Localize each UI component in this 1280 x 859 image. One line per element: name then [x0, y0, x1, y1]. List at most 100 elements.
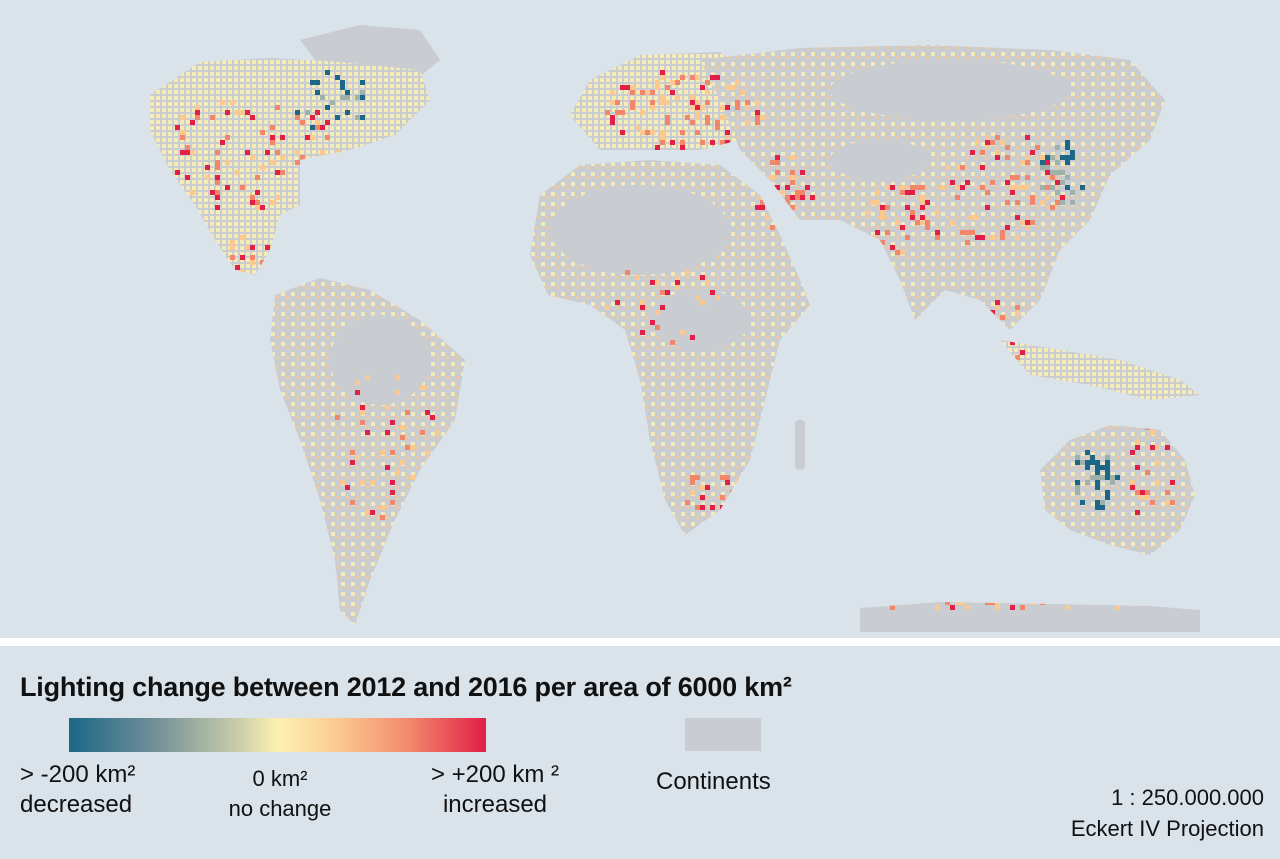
lighting-cell [360, 420, 365, 425]
lighting-cell [390, 490, 395, 495]
lighting-cell [1070, 150, 1075, 155]
lighting-cell [1095, 505, 1100, 510]
lighting-cell [985, 205, 990, 210]
lighting-cell [385, 465, 390, 470]
color-scale-bar [69, 718, 486, 752]
lighting-cell [775, 195, 780, 200]
scale-max-value: > +200 km ² [430, 761, 560, 788]
lighting-cell [1140, 495, 1145, 500]
world-map [150, 25, 1200, 632]
lighting-cell [640, 305, 645, 310]
lighting-cell [700, 85, 705, 90]
lighting-cell [900, 190, 905, 195]
lighting-cell [680, 75, 685, 80]
lighting-cell [915, 185, 920, 190]
lighting-cell [985, 190, 990, 195]
lighting-cell [790, 205, 795, 210]
lighting-cell [1035, 595, 1040, 600]
lighting-cell [425, 450, 430, 455]
lighting-cell [295, 160, 300, 165]
lighting-cell [1040, 600, 1045, 605]
lighting-cell [660, 290, 665, 295]
lighting-cell [765, 215, 770, 220]
lighting-cell [180, 150, 185, 155]
lighting-cell [1100, 465, 1105, 470]
lighting-cell [710, 75, 715, 80]
lighting-cell [1015, 355, 1020, 360]
lighting-cell [1075, 490, 1080, 495]
lighting-cell [690, 100, 695, 105]
lighting-cell [1050, 205, 1055, 210]
lighting-cell [275, 195, 280, 200]
lighting-cell [670, 90, 675, 95]
lighting-cell [960, 320, 965, 325]
lighting-cell [325, 135, 330, 140]
lighting-cell [1010, 605, 1015, 610]
lighting-cell [335, 150, 340, 155]
lighting-cell [380, 450, 385, 455]
lighting-cell [980, 185, 985, 190]
lighting-cell [1010, 185, 1015, 190]
lighting-cell [1005, 155, 1010, 160]
lighting-cell [1010, 175, 1015, 180]
lighting-cell [715, 75, 720, 80]
lighting-cell [720, 140, 725, 145]
lighting-cell [755, 120, 760, 125]
lighting-cell [680, 145, 685, 150]
lighting-cell [1020, 220, 1025, 225]
lighting-cell [1150, 500, 1155, 505]
lighting-cell [1060, 195, 1065, 200]
lighting-cell [220, 140, 225, 145]
lighting-cell [980, 315, 985, 320]
lighting-cell [215, 205, 220, 210]
lighting-cell [685, 115, 690, 120]
lighting-cell [1040, 185, 1045, 190]
lighting-cell [1045, 160, 1050, 165]
lighting-cell [885, 600, 890, 605]
lighting-cell [1030, 220, 1035, 225]
lighting-cell [990, 180, 995, 185]
lighting-cell [1040, 165, 1045, 170]
lighting-cell [870, 235, 875, 240]
lighting-cell [1000, 230, 1005, 235]
lighting-cell [1070, 200, 1075, 205]
lighting-cell [225, 135, 230, 140]
lighting-cell [905, 190, 910, 195]
lighting-cell [910, 190, 915, 195]
lighting-cell [225, 110, 230, 115]
lighting-cell [180, 115, 185, 120]
lighting-cell [260, 165, 265, 170]
lighting-cell [1000, 140, 1005, 145]
lighting-cell [330, 180, 335, 185]
lighting-cell [710, 290, 715, 295]
continents-swatch [685, 718, 761, 751]
lighting-cell [660, 70, 665, 75]
lighting-cell [235, 170, 240, 175]
lighting-cell [240, 110, 245, 115]
lighting-cell [1025, 175, 1030, 180]
lighting-cell [695, 115, 700, 120]
lighting-cell [665, 100, 670, 105]
lighting-cell [625, 270, 630, 275]
lighting-cell [945, 165, 950, 170]
lighting-cell [775, 215, 780, 220]
lighting-cell [350, 460, 355, 465]
lighting-cell [755, 115, 760, 120]
lighting-cell [685, 500, 690, 505]
lighting-cell [335, 115, 340, 120]
lighting-cell [640, 130, 645, 135]
lighting-cell [365, 510, 370, 515]
lighting-cell [780, 230, 785, 235]
lighting-cell [700, 505, 705, 510]
lighting-cell [1115, 475, 1120, 480]
lighting-cell [245, 245, 250, 250]
lighting-cell [1035, 145, 1040, 150]
lighting-cell [995, 600, 1000, 605]
lighting-cell [660, 305, 665, 310]
lighting-cell [250, 155, 255, 160]
lighting-cell [695, 110, 700, 115]
lighting-cell [235, 110, 240, 115]
lighting-cell [270, 160, 275, 165]
lighting-cell [250, 115, 255, 120]
lighting-cell [770, 160, 775, 165]
